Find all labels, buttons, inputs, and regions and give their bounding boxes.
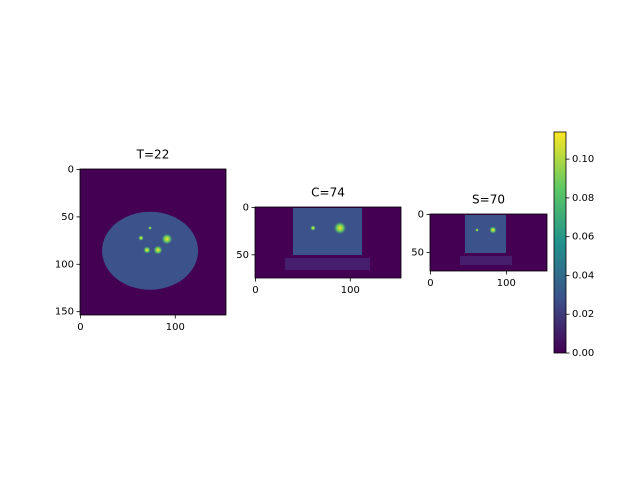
colorbar-tick-label: 0.10 — [572, 154, 594, 165]
x-tick-label: 0 — [77, 322, 83, 333]
axes-frame — [429, 213, 548, 272]
hot-spot — [138, 235, 144, 241]
colorbar-tick-label: 0.08 — [572, 193, 594, 204]
hot-spot — [143, 246, 151, 254]
y-tick-label: 50 — [236, 250, 249, 261]
hot-spot — [475, 228, 479, 232]
axes-frame — [254, 206, 402, 279]
panel-title: C=74 — [311, 186, 345, 200]
colorbar-tick-label: 0.02 — [572, 309, 594, 320]
hot-spot — [153, 245, 163, 255]
y-tick-label: 50 — [61, 212, 74, 223]
body — [465, 215, 506, 253]
body — [293, 208, 362, 255]
shadow — [460, 256, 512, 265]
colorbar-tick-label: 0.06 — [572, 232, 594, 243]
shadow — [285, 258, 370, 270]
image-panel — [79, 168, 227, 316]
y-tick-label: 150 — [55, 307, 74, 318]
image-panel — [254, 206, 402, 279]
y-tick-label: 0 — [68, 164, 74, 175]
colorbar-tick-label: 0.04 — [572, 270, 594, 281]
x-tick-label: 100 — [166, 322, 185, 333]
y-tick-label: 100 — [55, 259, 74, 270]
axes-frame — [79, 168, 227, 316]
x-tick-label: 0 — [427, 278, 433, 289]
hot-spot — [489, 226, 497, 234]
colorbar — [553, 131, 567, 354]
y-tick-label: 0 — [243, 202, 249, 213]
panel-title: T=22 — [136, 148, 170, 162]
x-tick-label: 100 — [497, 278, 516, 289]
hot-spot — [333, 221, 347, 235]
hot-spot — [148, 226, 152, 230]
hot-spot — [161, 233, 173, 245]
hot-spot — [310, 225, 316, 231]
x-tick-label: 0 — [252, 285, 258, 296]
y-tick-label: 0 — [418, 209, 424, 220]
image-panel — [429, 213, 548, 272]
panel-title: S=70 — [472, 193, 505, 207]
y-tick-label: 50 — [411, 247, 424, 258]
x-tick-label: 100 — [341, 285, 360, 296]
colorbar-tick-label: 0.00 — [572, 348, 594, 359]
